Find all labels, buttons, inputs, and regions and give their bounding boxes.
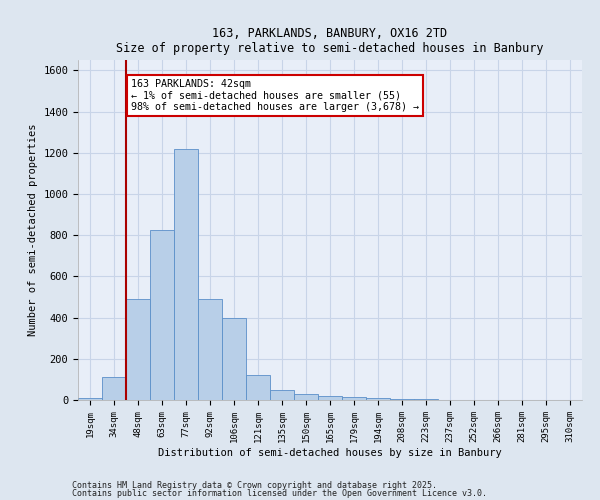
Bar bbox=[150, 230, 174, 400]
Bar bbox=[318, 396, 342, 400]
Bar bbox=[78, 398, 102, 400]
Bar bbox=[126, 299, 150, 400]
Bar bbox=[246, 376, 270, 400]
Bar bbox=[342, 397, 366, 400]
Bar bbox=[414, 399, 438, 400]
Text: Contains HM Land Registry data © Crown copyright and database right 2025.: Contains HM Land Registry data © Crown c… bbox=[72, 480, 437, 490]
Text: 163 PARKLANDS: 42sqm
← 1% of semi-detached houses are smaller (55)
98% of semi-d: 163 PARKLANDS: 42sqm ← 1% of semi-detach… bbox=[131, 78, 419, 112]
Bar bbox=[366, 398, 390, 400]
Bar bbox=[294, 394, 318, 400]
Bar bbox=[270, 390, 294, 400]
Bar bbox=[102, 378, 126, 400]
Bar bbox=[174, 148, 198, 400]
Bar bbox=[390, 399, 414, 400]
Bar bbox=[198, 299, 222, 400]
Y-axis label: Number of semi-detached properties: Number of semi-detached properties bbox=[28, 124, 38, 336]
X-axis label: Distribution of semi-detached houses by size in Banbury: Distribution of semi-detached houses by … bbox=[158, 448, 502, 458]
Title: 163, PARKLANDS, BANBURY, OX16 2TD
Size of property relative to semi-detached hou: 163, PARKLANDS, BANBURY, OX16 2TD Size o… bbox=[116, 26, 544, 54]
Bar bbox=[222, 318, 246, 400]
Text: Contains public sector information licensed under the Open Government Licence v3: Contains public sector information licen… bbox=[72, 489, 487, 498]
